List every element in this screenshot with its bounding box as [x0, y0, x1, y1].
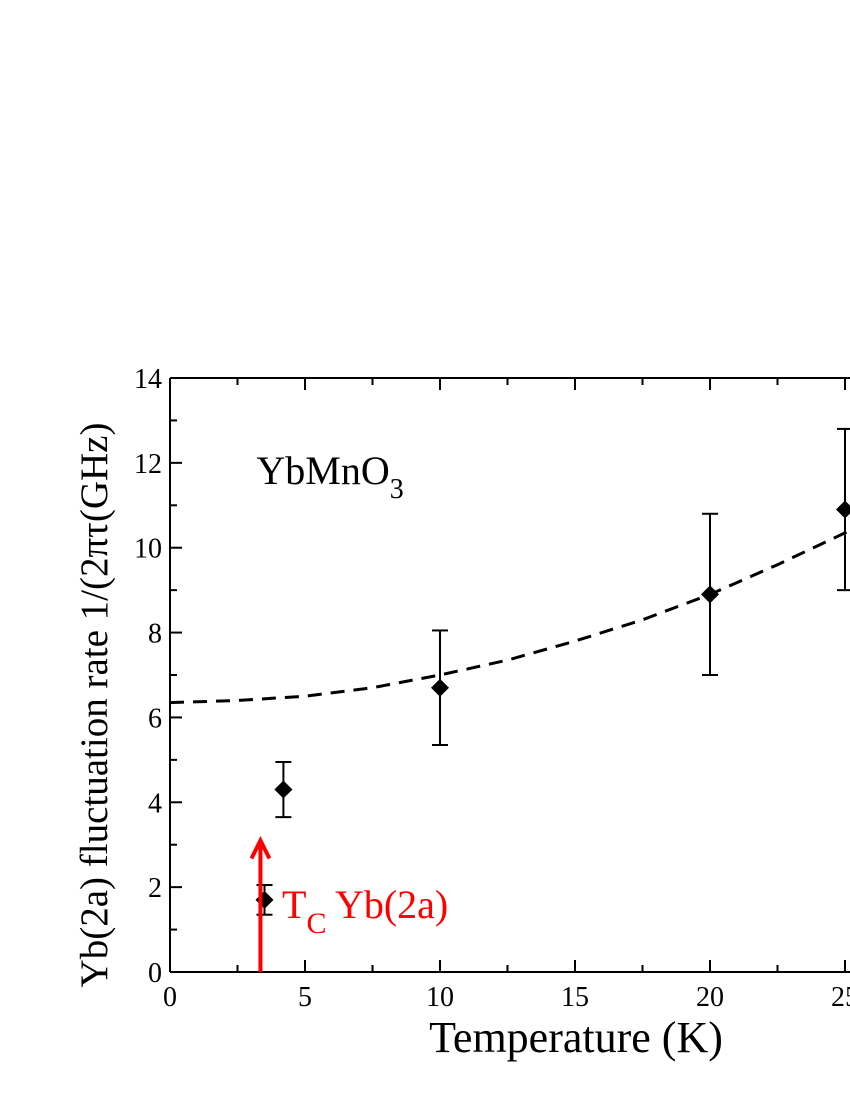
fit-layer: [170, 528, 850, 705]
data-point: [255, 884, 274, 916]
data-point: [431, 629, 449, 747]
x-axis-label: Temperature (K): [429, 1013, 723, 1062]
y-tick-label: 12: [134, 449, 162, 480]
data-point: [836, 427, 850, 592]
x-tick-label: 0: [163, 982, 177, 1013]
diamond-marker: [255, 890, 274, 909]
plot-axes: 0 5 10 15 20 25 0 2 4 6 8 10 12 14: [134, 364, 850, 1013]
tc-label-subscript: C: [306, 907, 326, 940]
data-point: [274, 760, 293, 819]
y-tick-label: 14: [134, 364, 162, 395]
y-tick-label: 6: [148, 703, 162, 734]
x-tick-label: 10: [426, 982, 454, 1013]
diamond-marker: [701, 585, 719, 604]
compound-label-subscript: 3: [390, 474, 404, 505]
x-tick-label: 15: [561, 982, 589, 1013]
y-tick-label: 10: [134, 534, 162, 565]
y-tick-label: 2: [148, 873, 162, 904]
fit-curve: [170, 528, 850, 705]
y-tick-label: 8: [148, 619, 162, 650]
compound-label-base: YbMnO: [256, 448, 389, 493]
diamond-marker: [431, 678, 449, 697]
data-point: [701, 512, 719, 676]
y-axis-label: Yb(2a) fluctuation rate 1/(2πτ(GHz): [73, 423, 116, 988]
tc-arrow-head: [249, 835, 272, 860]
data-points: [255, 427, 850, 916]
x-tick-label: 20: [696, 982, 724, 1013]
tc-label-base: T: [282, 882, 306, 927]
diamond-marker: [274, 780, 293, 799]
tc-label-rest: Yb(2a): [326, 882, 448, 927]
tc-label: TC Yb(2a): [282, 882, 448, 940]
y-tick-label: 4: [148, 788, 162, 819]
annotations: YbMnO3 TC Yb(2a): [249, 448, 448, 972]
x-tick-label: 25: [831, 982, 850, 1013]
x-tick-label: 5: [298, 982, 312, 1013]
compound-label: YbMnO3: [256, 448, 403, 505]
diamond-marker: [836, 500, 850, 519]
y-tick-label: 0: [148, 958, 162, 989]
